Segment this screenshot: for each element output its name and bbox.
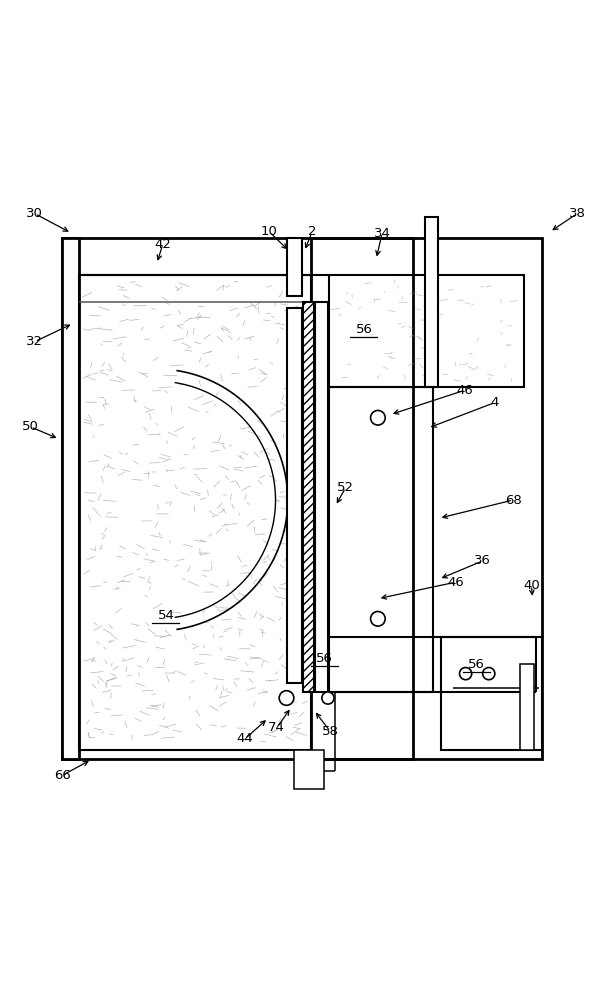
Text: 46: 46 [456,384,473,397]
Text: 36: 36 [474,554,491,567]
Bar [425,217,438,387]
Bar [311,238,542,759]
Text: 56: 56 [468,658,485,671]
Circle shape [483,668,495,680]
Bar [303,302,314,692]
Text: 42: 42 [154,238,171,251]
Text: 74: 74 [268,721,285,734]
Text: 32: 32 [26,335,43,348]
Text: 30: 30 [26,207,43,220]
Text: 34: 34 [374,227,390,240]
Bar [62,238,412,759]
Bar [520,664,534,750]
Bar [62,238,80,759]
Text: 68: 68 [505,493,521,506]
Text: 50: 50 [22,420,39,433]
Text: 4: 4 [491,396,499,409]
Bar [286,238,302,296]
Circle shape [371,410,385,425]
Text: 52: 52 [337,481,354,494]
Text: 54: 54 [157,609,174,622]
Text: 38: 38 [569,207,586,220]
Circle shape [371,611,385,626]
Text: 46: 46 [447,576,464,589]
Text: 10: 10 [261,225,278,238]
Text: 58: 58 [322,725,339,738]
Circle shape [279,691,294,705]
Text: 56: 56 [316,652,333,665]
Bar [294,750,324,789]
Bar [80,275,311,750]
Bar [315,302,328,692]
Circle shape [322,692,334,704]
Bar [329,387,433,692]
Text: 56: 56 [356,323,372,336]
Text: 66: 66 [54,769,71,782]
Bar [286,308,302,683]
Circle shape [460,668,472,680]
Bar [441,637,542,750]
Bar [329,275,524,387]
Text: 2: 2 [308,225,316,238]
Text: 44: 44 [237,732,253,745]
Text: 40: 40 [523,579,540,592]
